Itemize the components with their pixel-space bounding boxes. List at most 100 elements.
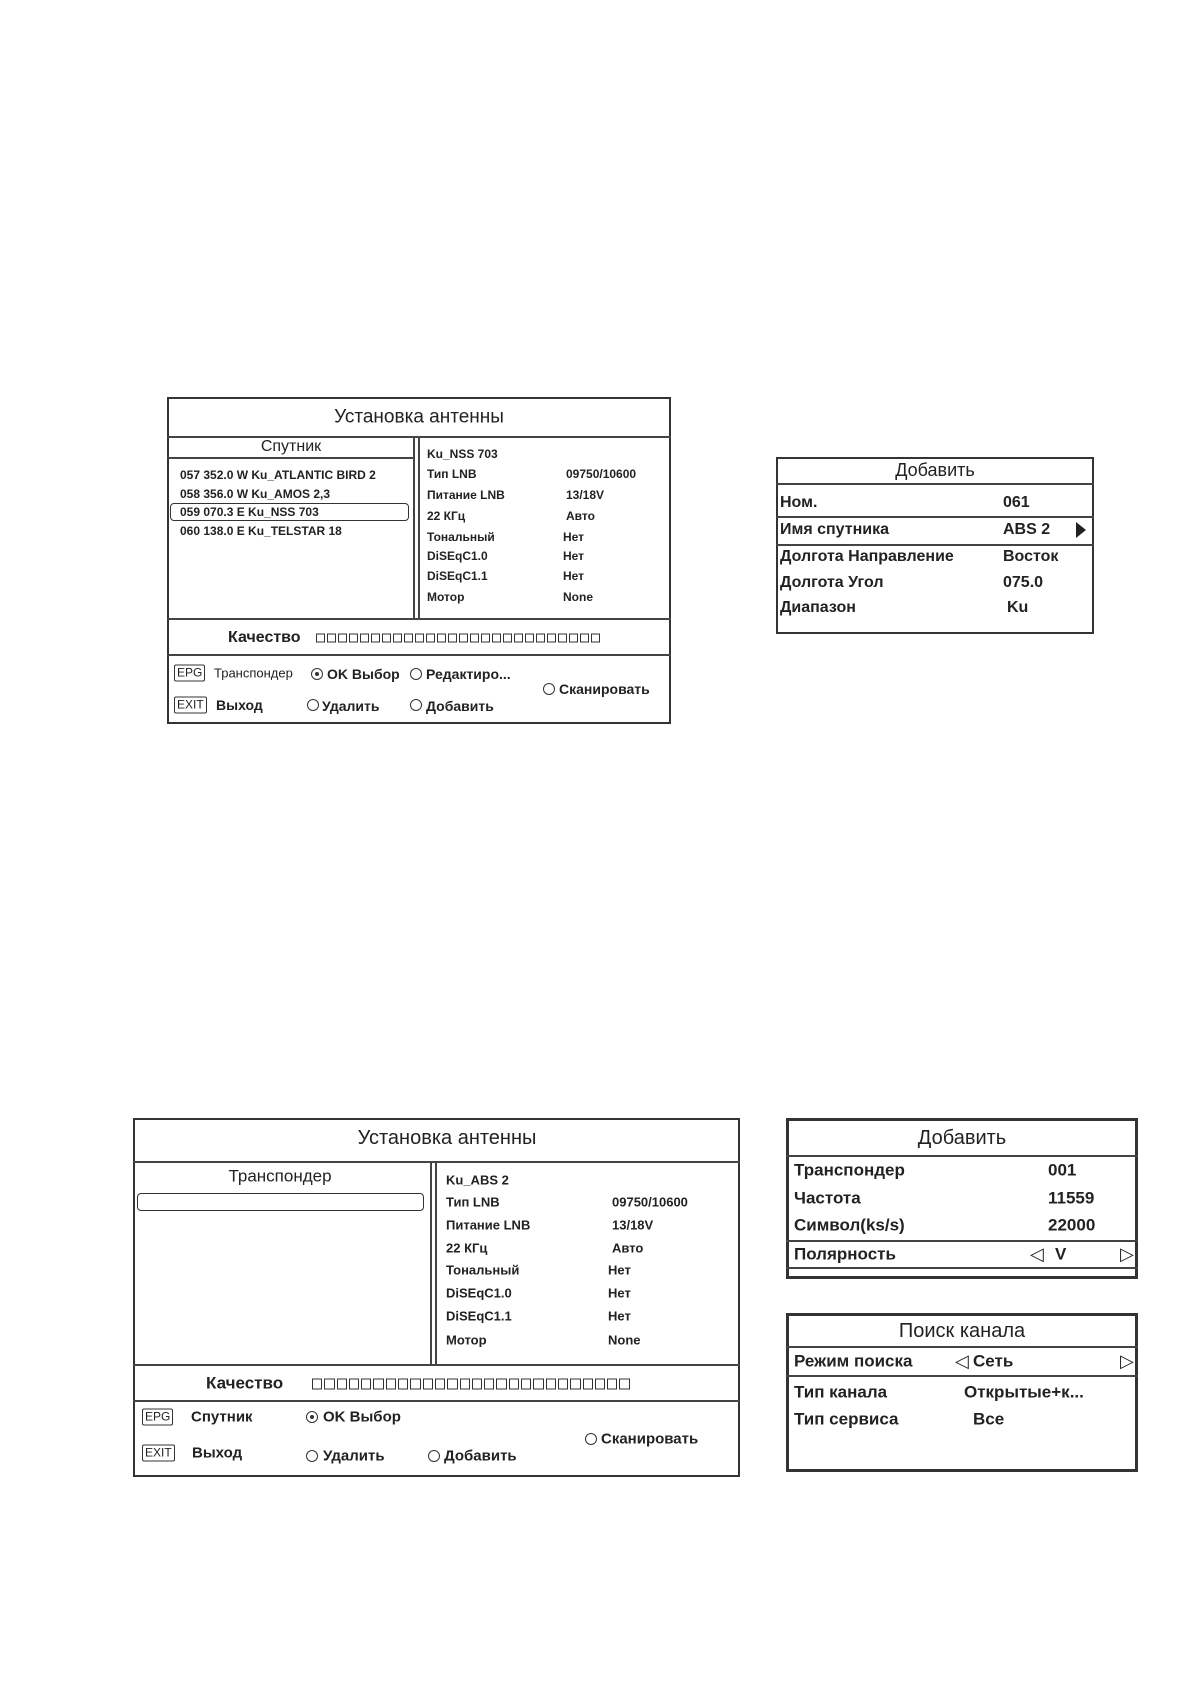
arrow-left-icon[interactable]: ◁ bbox=[955, 1351, 969, 1371]
field-label: Символ(ks/s) bbox=[794, 1215, 905, 1235]
list-header: Транспондер bbox=[228, 1166, 332, 1186]
ok-select-label: OK Выбор bbox=[323, 1408, 401, 1426]
add-radio[interactable] bbox=[410, 699, 422, 711]
field-value[interactable]: 22000 bbox=[1048, 1215, 1096, 1235]
exit-key[interactable]: EXIT bbox=[142, 1444, 175, 1462]
field-value[interactable]: Восток bbox=[1003, 548, 1059, 565]
arrow-right-icon[interactable]: ▷ bbox=[1120, 1244, 1134, 1264]
field-label: Долгота Угол bbox=[780, 574, 884, 591]
field-label: Частота bbox=[794, 1188, 861, 1208]
divider bbox=[776, 483, 1094, 485]
service-type-value[interactable]: Все bbox=[973, 1409, 1005, 1429]
field-value[interactable]: ABS 2 bbox=[1003, 521, 1051, 538]
arrow-right-icon[interactable] bbox=[1076, 522, 1086, 538]
quality-segment bbox=[327, 633, 336, 643]
quality-segment bbox=[447, 1378, 458, 1390]
divider bbox=[167, 618, 671, 620]
ok-select-radio[interactable] bbox=[311, 668, 323, 680]
quality-segment bbox=[459, 633, 468, 643]
quality-segment bbox=[545, 1378, 556, 1390]
channel-type-value[interactable]: Открытые+к... bbox=[964, 1382, 1084, 1402]
channel-search-dialog bbox=[786, 1313, 1138, 1472]
divider bbox=[167, 436, 671, 438]
edit-label: Редактиро... bbox=[426, 666, 511, 682]
quality-segment bbox=[382, 633, 391, 643]
scrollbar[interactable] bbox=[413, 438, 415, 620]
quality-segment bbox=[316, 633, 325, 643]
quality-segment bbox=[508, 1378, 520, 1390]
arrow-left-icon[interactable]: ◁ bbox=[1030, 1244, 1044, 1264]
epg-key[interactable]: EPG bbox=[174, 664, 206, 682]
quality-segment bbox=[393, 633, 402, 643]
selected-row-highlight[interactable] bbox=[137, 1193, 424, 1211]
info-value: Нет bbox=[563, 569, 585, 583]
exit-label: Выход bbox=[216, 697, 263, 713]
field-value[interactable]: 061 bbox=[1003, 494, 1030, 511]
field-value[interactable]: 075.0 bbox=[1003, 574, 1044, 591]
info-value: None bbox=[563, 590, 593, 604]
scan-radio[interactable] bbox=[585, 1433, 597, 1445]
info-label: Мотор bbox=[446, 1332, 487, 1348]
quality-segment bbox=[471, 1378, 483, 1390]
field-label: Полярность bbox=[794, 1244, 896, 1264]
divider bbox=[786, 1346, 1138, 1348]
search-mode-value[interactable]: Сеть bbox=[973, 1351, 1014, 1371]
field-label: Долгота Направление bbox=[780, 548, 954, 565]
screen-title: Установка антенны bbox=[334, 406, 504, 428]
delete-radio[interactable] bbox=[307, 699, 319, 711]
info-label: Тип LNB bbox=[446, 1194, 500, 1210]
satellite-list-item-selected[interactable]: 059 070.3 E Ku_NSS 703 bbox=[180, 505, 319, 519]
quality-segment bbox=[398, 1378, 409, 1390]
satellite-list-item[interactable]: 058 356.0 W Ku_AMOS 2,3 bbox=[180, 487, 331, 501]
divider bbox=[786, 1240, 1138, 1242]
satellite-list-item[interactable]: 060 138.0 E Ku_TELSTAR 18 bbox=[180, 524, 342, 538]
quality-segment bbox=[385, 1378, 397, 1390]
selected-row-highlight bbox=[170, 503, 409, 521]
quality-segment bbox=[415, 633, 424, 643]
divider bbox=[776, 516, 1094, 518]
divider bbox=[133, 1364, 740, 1366]
ok-select-radio[interactable] bbox=[306, 1411, 318, 1423]
quality-segment bbox=[336, 1378, 347, 1390]
quality-segment bbox=[312, 1378, 323, 1390]
quality-segment bbox=[547, 633, 556, 643]
quality-segment bbox=[569, 633, 578, 643]
exit-key[interactable]: EXIT bbox=[174, 696, 207, 714]
info-title: Ku_NSS 703 bbox=[427, 447, 498, 461]
quality-segment bbox=[360, 633, 369, 643]
field-label: Имя спутника bbox=[780, 521, 890, 538]
field-label: Транспондер bbox=[794, 1160, 905, 1180]
field-value[interactable]: 11559 bbox=[1048, 1188, 1095, 1208]
dialog-title: Добавить bbox=[895, 460, 975, 480]
quality-segment bbox=[514, 633, 523, 643]
quality-segment bbox=[459, 1378, 470, 1390]
ok-select-label: OK Выбор bbox=[327, 666, 400, 682]
delete-radio[interactable] bbox=[306, 1450, 318, 1462]
scrollbar[interactable] bbox=[430, 1163, 432, 1365]
arrow-right-icon[interactable]: ▷ bbox=[1120, 1351, 1134, 1371]
dialog-title: Поиск канала bbox=[898, 1320, 1026, 1342]
quality-segment bbox=[582, 1378, 593, 1390]
quality-segment bbox=[338, 633, 347, 643]
info-value: Нет bbox=[563, 549, 585, 563]
info-value: Нет bbox=[563, 530, 585, 544]
add-label: Добавить bbox=[426, 698, 494, 714]
info-value: 13/18V bbox=[566, 488, 605, 502]
info-value: None bbox=[608, 1332, 641, 1348]
field-value[interactable]: V bbox=[1055, 1244, 1067, 1264]
edit-radio[interactable] bbox=[410, 668, 422, 680]
add-radio[interactable] bbox=[428, 1450, 440, 1462]
quality-segment bbox=[619, 1378, 630, 1390]
info-value: Авто bbox=[612, 1240, 644, 1256]
channel-type-label: Тип канала bbox=[794, 1382, 888, 1402]
quality-segment bbox=[484, 1378, 495, 1390]
epg-key[interactable]: EPG bbox=[142, 1408, 174, 1426]
divider bbox=[786, 1375, 1138, 1377]
satellite-list-item[interactable]: 057 352.0 W Ku_ATLANTIC BIRD 2 bbox=[180, 468, 376, 482]
service-type-label: Тип сервиса bbox=[794, 1409, 899, 1429]
scan-radio[interactable] bbox=[543, 683, 555, 695]
divider bbox=[786, 1155, 1138, 1157]
field-value[interactable]: Ku bbox=[1007, 599, 1029, 616]
field-value[interactable]: 001 bbox=[1048, 1160, 1077, 1180]
list-header: Спутник bbox=[260, 438, 322, 455]
